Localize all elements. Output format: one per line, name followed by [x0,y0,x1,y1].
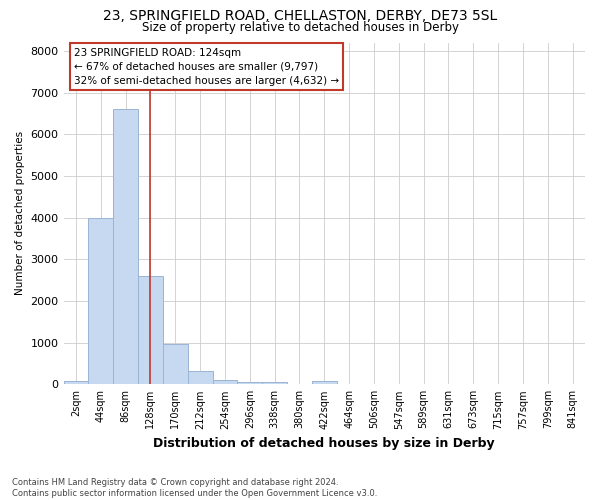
Text: 23 SPRINGFIELD ROAD: 124sqm
← 67% of detached houses are smaller (9,797)
32% of : 23 SPRINGFIELD ROAD: 124sqm ← 67% of det… [74,48,339,86]
Bar [113,109,138,384]
Text: 23, SPRINGFIELD ROAD, CHELLASTON, DERBY, DE73 5SL: 23, SPRINGFIELD ROAD, CHELLASTON, DERBY,… [103,9,497,23]
Y-axis label: Number of detached properties: Number of detached properties [15,132,25,296]
Text: Size of property relative to detached houses in Derby: Size of property relative to detached ho… [142,21,458,34]
Bar [238,382,262,384]
X-axis label: Distribution of detached houses by size in Derby: Distribution of detached houses by size … [154,437,495,450]
Bar [163,344,188,385]
Bar [88,218,113,384]
Bar [188,370,212,384]
Bar [138,276,163,384]
Bar [312,380,337,384]
Text: Contains HM Land Registry data © Crown copyright and database right 2024.
Contai: Contains HM Land Registry data © Crown c… [12,478,377,498]
Bar [64,382,88,384]
Bar [262,382,287,384]
Bar [212,380,238,384]
